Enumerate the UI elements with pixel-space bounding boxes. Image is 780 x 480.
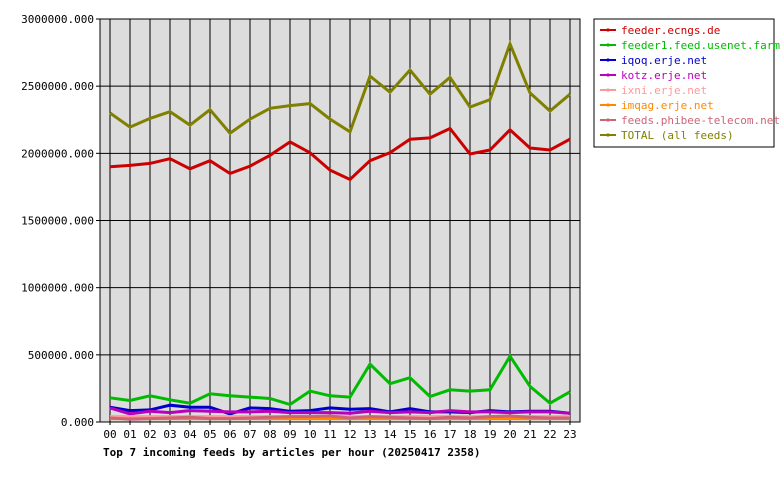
- legend-label: ixni.erje.net: [621, 84, 707, 97]
- series-lines: [109, 39, 571, 421]
- x-tick-label: 20: [503, 428, 516, 441]
- legend-marker: [606, 28, 610, 32]
- y-tick-label: 1000000.000: [21, 282, 94, 295]
- legend-label: feeds.phibee-telecom.net: [621, 114, 780, 127]
- y-tick-label: 1500000.000: [21, 215, 94, 228]
- x-axis: 00 01 02 03 04 05 06 07 08 09 10 11 12 13 14 15 16 17 18 19…: [103, 422, 577, 441]
- legend-marker: [606, 88, 610, 92]
- x-tick-label: 04: [183, 428, 197, 441]
- x-tick-label: 05: [203, 428, 216, 441]
- x-tick-label: 13: [363, 428, 376, 441]
- x-tick-label: 17: [443, 428, 456, 441]
- x-tick-label: 02: [143, 428, 156, 441]
- x-tick-label: 15: [403, 428, 416, 441]
- x-tick-label: 12: [343, 428, 356, 441]
- legend-label: TOTAL (all feeds): [621, 129, 734, 142]
- legend-label: iqoq.erje.net: [621, 54, 707, 67]
- y-tick-label: 2500000.000: [21, 80, 94, 93]
- x-tick-label: 21: [523, 428, 536, 441]
- legend-label: kotz.erje.net: [621, 69, 707, 82]
- legend-label: feeder.ecngs.de: [621, 24, 720, 37]
- x-tick-label: 10: [303, 428, 316, 441]
- x-tick-label: 18: [463, 428, 476, 441]
- x-tick-label: 00: [103, 428, 116, 441]
- legend-label: imqag.erje.net: [621, 99, 714, 112]
- chart-title: Top 7 incoming feeds by articles per hou…: [103, 446, 481, 459]
- series-line-0: [109, 126, 571, 182]
- legend-marker: [606, 73, 610, 77]
- x-tick-label: 16: [423, 428, 436, 441]
- legend-marker: [606, 103, 610, 107]
- x-tick-label: 23: [563, 428, 576, 441]
- legend-label: feeder1.feed.usenet.farm: [621, 39, 780, 52]
- series-line-1: [109, 353, 571, 407]
- legend-marker: [606, 118, 610, 122]
- x-tick-label: 06: [223, 428, 236, 441]
- x-tick-label: 01: [123, 428, 136, 441]
- x-tick-label: 03: [163, 428, 176, 441]
- y-tick-label: 2000000.000: [21, 147, 94, 160]
- legend-marker: [606, 133, 610, 137]
- y-tick-label: 500000.000: [28, 349, 94, 362]
- legend-marker: [606, 43, 610, 47]
- legend-box: [593, 18, 775, 148]
- series-line-6: [109, 414, 570, 421]
- x-tick-label: 22: [543, 428, 556, 441]
- y-tick-label: 0.000: [61, 416, 94, 429]
- legend-marker: [606, 58, 610, 62]
- legend: feeder.ecngs.de feeder1.feed.usenet.farm i…: [593, 18, 780, 148]
- x-tick-label: 14: [383, 428, 397, 441]
- series-line-7: [109, 39, 571, 136]
- x-tick-label: 11: [323, 428, 336, 441]
- x-tick-label: 19: [483, 428, 496, 441]
- series-line-3: [109, 406, 571, 416]
- x-tick-label: 07: [243, 428, 256, 441]
- x-tick-label: 09: [283, 428, 296, 441]
- y-tick-label: 3000000.000: [21, 13, 94, 26]
- x-tick-label: 08: [263, 428, 276, 441]
- y-axis: 0.000 500000.000 1000000.000 1500000.000 200…: [21, 13, 100, 429]
